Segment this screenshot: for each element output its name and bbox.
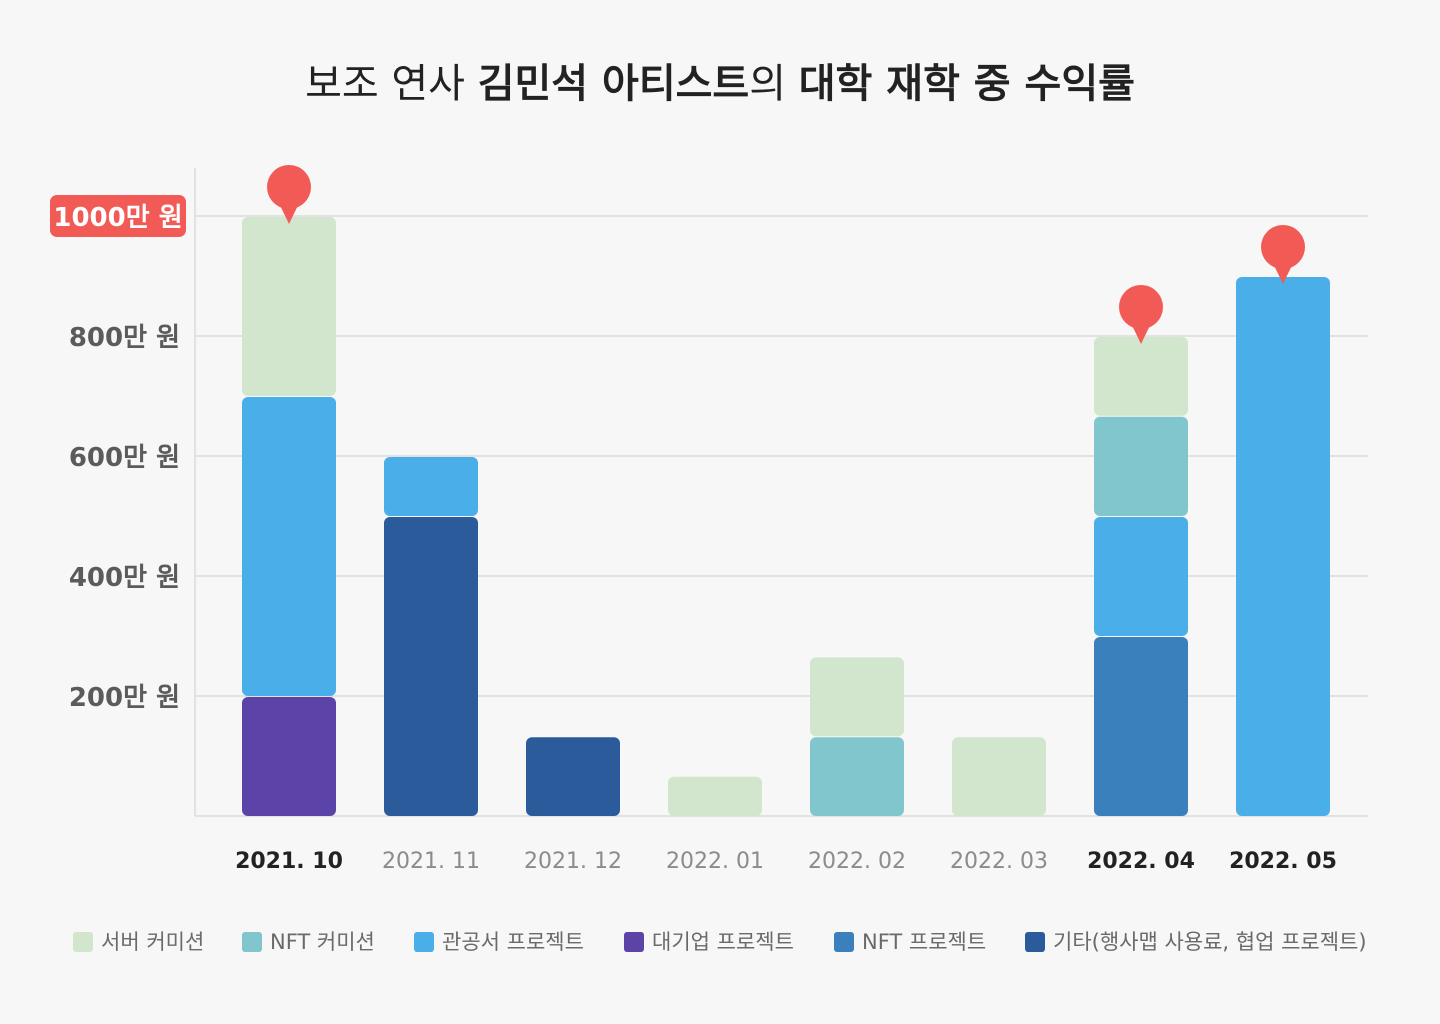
x-tick-labels: 2021. 10 2021. 11 2021. 12 2022. 01 2022. 02… [235, 849, 1337, 874]
axes: 200만 원 400만 원 600만 원 800만 원 1000만 원 [50, 168, 1368, 817]
bar-segment [1094, 416, 1188, 516]
y-tick-label: 800만 원 [69, 323, 180, 353]
legend: 서버 커미션 NFT 커미션 관공서 프로젝트 대기업 프로젝트 NFT 프로젝트 기타(… [73, 930, 1367, 954]
x-tick-label: 2022. 02 [808, 849, 906, 874]
legend-item: NFT 커미션 [242, 930, 375, 954]
legend-item: NFT 프로젝트 [834, 930, 986, 954]
title-part-0: 보조 연사 [305, 61, 478, 107]
x-tick-label: 2022. 03 [950, 849, 1048, 874]
pin-marker-icon [267, 165, 311, 224]
bar-segment [242, 697, 336, 816]
y-tick-label: 400만 원 [69, 563, 180, 593]
pin-head [1261, 225, 1305, 269]
legend-item: 관공서 프로젝트 [414, 930, 584, 954]
bar-segment [384, 517, 478, 816]
bar-segment [242, 397, 336, 696]
pin-head [1119, 285, 1163, 329]
y-tick-label: 1000만 원 [53, 203, 182, 233]
y-tick-label: 600만 원 [69, 443, 180, 473]
x-tick-label: 2022. 05 [1229, 849, 1337, 874]
bar-segment [1094, 337, 1188, 416]
bar-segment [810, 657, 904, 737]
bar-segment [242, 217, 336, 396]
bar-segment [384, 457, 478, 516]
legend-label: 기타(행사맵 사용료, 협업 프로젝트) [1053, 930, 1367, 954]
y-tick-label: 200만 원 [69, 683, 180, 713]
bar-segment [1094, 637, 1188, 816]
title-part-1: 김민석 아티스트 [478, 61, 750, 107]
legend-item: 대기업 프로젝트 [624, 930, 794, 954]
pin-marker-icon [1261, 225, 1305, 284]
y-tick-highlight-badge [50, 195, 186, 237]
legend-label: NFT 프로젝트 [862, 930, 986, 954]
legend-item: 기타(행사맵 사용료, 협업 프로젝트) [1025, 930, 1367, 954]
chart-title: 보조 연사 김민석 아티스트의 대학 재학 중 수익률 [305, 61, 1135, 107]
bar-segment [668, 776, 762, 816]
legend-swatch [1025, 932, 1045, 952]
legend-label: 대기업 프로젝트 [652, 930, 794, 954]
x-tick-label: 2022. 04 [1087, 849, 1195, 874]
grid-lines [195, 215, 1368, 697]
legend-swatch [242, 932, 262, 952]
bar-segment [810, 737, 904, 816]
markers [267, 165, 1305, 344]
legend-swatch [624, 932, 644, 952]
bar-segment [526, 737, 620, 816]
x-tick-label: 2022. 01 [666, 849, 764, 874]
title-part-3: 대학 재학 중 수익률 [799, 61, 1135, 107]
legend-swatch [73, 932, 93, 952]
x-tick-label: 2021. 12 [524, 849, 622, 874]
y-tick-label-highlight: 1000만 원 [50, 195, 186, 237]
bar-segment [952, 737, 1046, 816]
bar-segment [1236, 277, 1330, 816]
x-tick-label: 2021. 11 [382, 849, 480, 874]
legend-label: 서버 커미션 [101, 930, 204, 954]
x-tick-label: 2021. 10 [235, 849, 343, 874]
title-part-2: 의 [749, 61, 799, 107]
bars [242, 217, 1330, 816]
bar-segment [1094, 517, 1188, 636]
legend-label: 관공서 프로젝트 [442, 930, 584, 954]
legend-swatch [834, 932, 854, 952]
legend-swatch [414, 932, 434, 952]
pin-marker-icon [1119, 285, 1163, 344]
pin-head [267, 165, 311, 209]
legend-label: NFT 커미션 [270, 930, 375, 954]
legend-item: 서버 커미션 [73, 930, 204, 954]
